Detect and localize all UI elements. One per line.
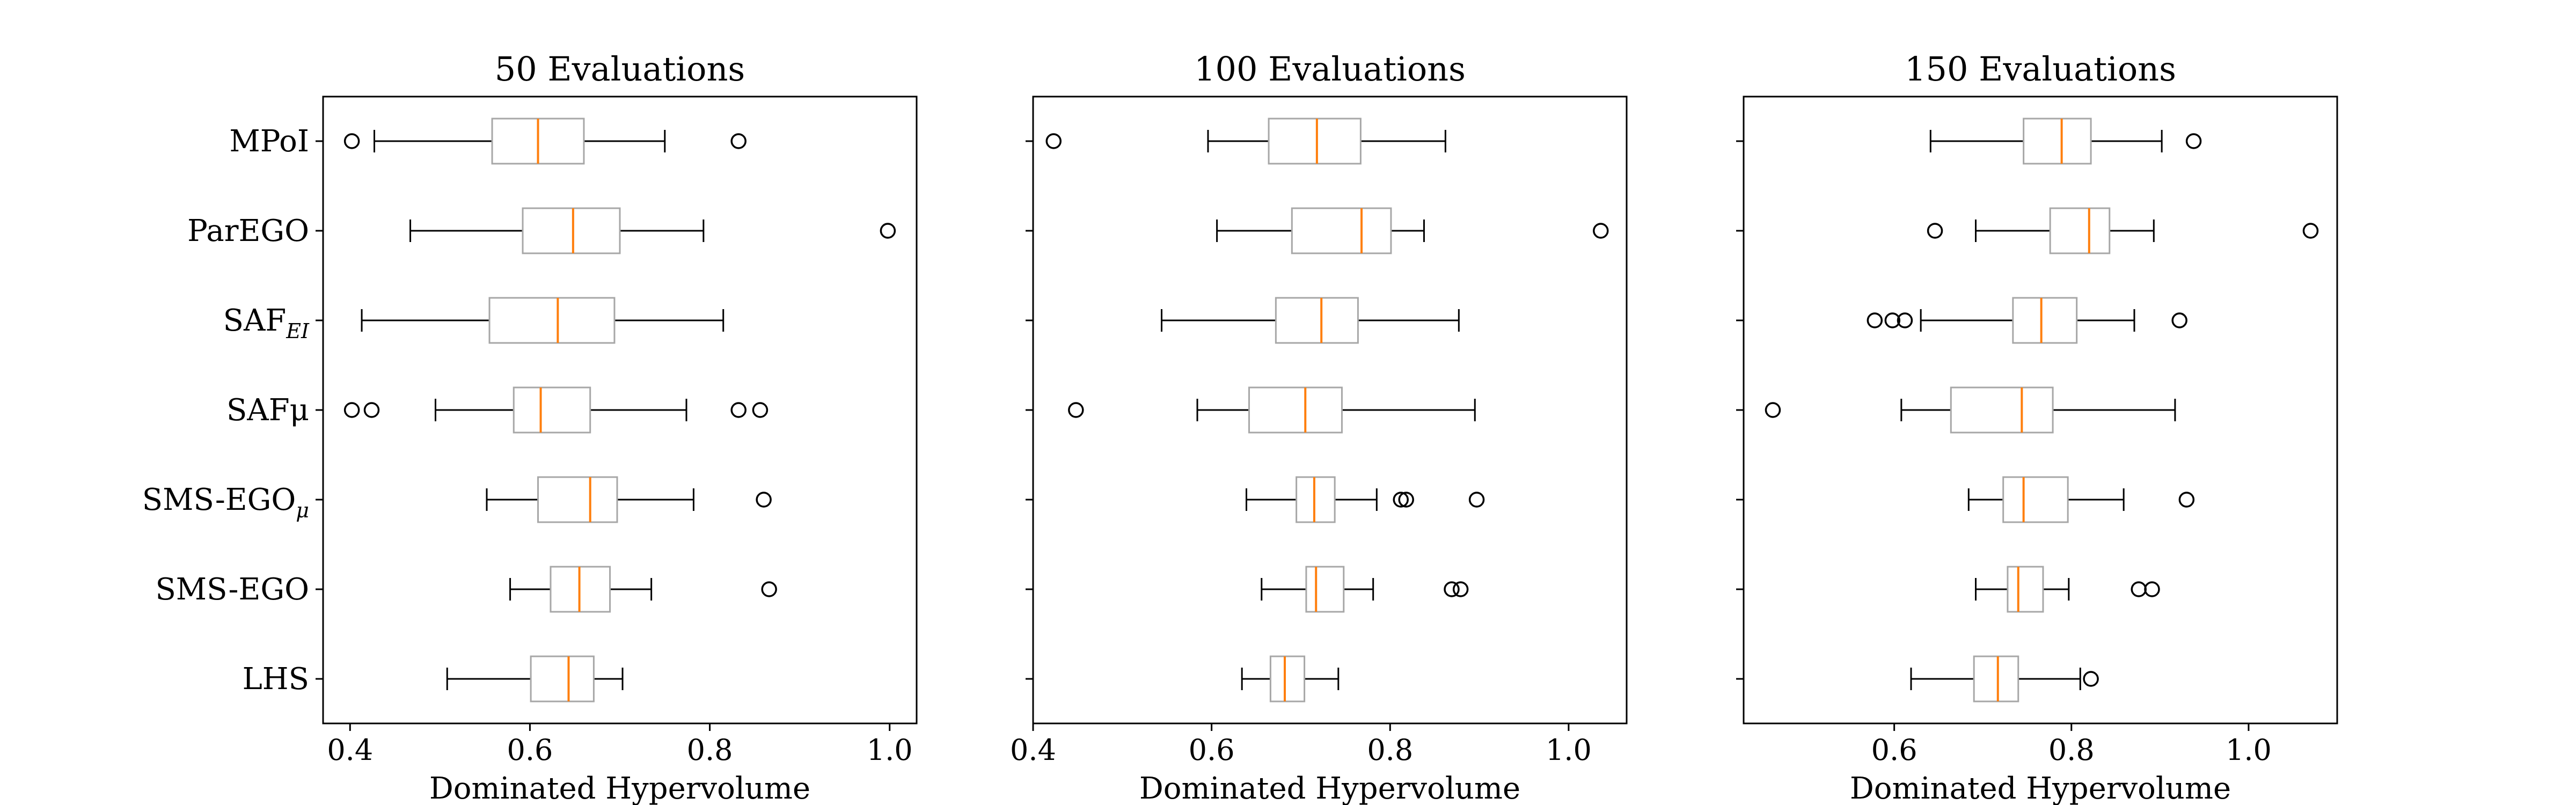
- outlier-point: [2083, 671, 2099, 687]
- outlier-point: [1765, 402, 1781, 418]
- outlier-point: [1068, 402, 1084, 418]
- x-tick-label: 0.4: [1010, 733, 1056, 767]
- iqr-box: [537, 476, 618, 523]
- outlier-point: [1884, 312, 1901, 328]
- outlier-point: [1593, 223, 1609, 239]
- x-tick-label: 1.0: [2226, 733, 2272, 767]
- iqr-box: [530, 655, 595, 702]
- outlier-point: [343, 402, 360, 418]
- axes-frame: [1743, 96, 2338, 724]
- plot-area: 0.4 0.6 0.8 1.0: [1010, 118, 1609, 767]
- panel-title: 50 Evaluations: [495, 49, 745, 89]
- outlier-point: [2302, 223, 2319, 239]
- plot-area: 0.6 0.8 1.0: [1736, 118, 2319, 767]
- iqr-box: [1950, 386, 2054, 434]
- axes-frame: [322, 96, 918, 724]
- x-tick-label: 0.8: [2048, 733, 2095, 767]
- x-axis-label: Dominated Hypervolume: [1850, 771, 2231, 805]
- outlier-point: [1045, 133, 1062, 149]
- y-tick-label: SAFμ: [226, 393, 309, 428]
- outlier-point: [761, 581, 777, 597]
- x-axis-label: Dominated Hypervolume: [429, 771, 810, 805]
- axes-frame: [1032, 96, 1628, 724]
- panel-150-evaluations: 150 Evaluations 0.6 0.8 1.0 Dominated Hype…: [1736, 49, 2338, 805]
- iqr-box: [1248, 386, 1343, 434]
- x-tick-label: 0.6: [507, 733, 553, 767]
- panel-50-evaluations: 50 Evaluations 0.4 0.6 0.8 1.0 MPoI ParEGO SAF…: [142, 49, 918, 805]
- iqr-box: [522, 207, 621, 254]
- iqr-box: [2007, 566, 2044, 613]
- x-tick-label: 0.6: [1871, 733, 1918, 767]
- outlier-point: [1444, 581, 1460, 597]
- outlier-point: [1927, 223, 1943, 239]
- outlier-point: [2185, 133, 2202, 149]
- iqr-box: [1296, 476, 1336, 523]
- outlier-point: [1867, 312, 1883, 328]
- x-tick-label: 1.0: [867, 733, 913, 767]
- iqr-box: [1291, 207, 1392, 254]
- x-tick-label: 0.4: [327, 733, 373, 767]
- iqr-box: [2049, 207, 2111, 254]
- iqr-box: [1305, 566, 1345, 613]
- outlier-point: [343, 133, 360, 149]
- iqr-box: [2002, 476, 2069, 523]
- y-tick-label: MPoI: [229, 124, 309, 159]
- outlier-point: [2178, 492, 2195, 508]
- iqr-box: [1275, 297, 1359, 344]
- outlier-point: [1393, 492, 1409, 508]
- y-tick-label: SMS-EGO: [155, 572, 309, 607]
- outlier-point: [2144, 581, 2160, 597]
- x-tick-label: 0.6: [1189, 733, 1235, 767]
- panel-title: 100 Evaluations: [1194, 49, 1466, 89]
- iqr-box: [1973, 655, 2019, 702]
- outlier-point: [880, 223, 896, 239]
- outlier-point: [730, 402, 747, 418]
- outlier-point: [756, 492, 772, 508]
- outlier-point: [2171, 312, 2187, 328]
- outlier-point: [730, 133, 747, 149]
- iqr-box: [1269, 655, 1306, 702]
- outlier-point: [1452, 581, 1469, 597]
- iqr-box: [2023, 118, 2092, 165]
- iqr-box: [1268, 118, 1362, 165]
- plot-area: 0.4 0.6 0.8 1.0 MPoI ParEGO SAFEI SAFμ SMS-EGOμ S…: [142, 118, 913, 767]
- iqr-box: [2012, 297, 2078, 344]
- x-tick-label: 1.0: [1546, 733, 1592, 767]
- outlier-point: [752, 402, 769, 418]
- y-tick-label: SAFEI: [223, 303, 310, 343]
- outlier-point: [363, 402, 380, 418]
- outlier-point: [1398, 492, 1414, 508]
- iqr-box: [488, 297, 616, 344]
- panel-100-evaluations: 100 Evaluations 0.4 0.6 0.8 1.0 Dominated H…: [1010, 49, 1628, 805]
- x-tick-label: 0.8: [1367, 733, 1413, 767]
- y-tick-label: LHS: [243, 662, 309, 697]
- iqr-box: [513, 386, 591, 434]
- x-tick-label: 0.8: [687, 733, 733, 767]
- y-tick-label: SMS-EGOμ: [142, 482, 309, 522]
- panel-title: 150 Evaluations: [1905, 49, 2176, 89]
- x-axis-label: Dominated Hypervolume: [1139, 771, 1520, 805]
- outlier-point: [1468, 492, 1485, 508]
- y-tick-label: ParEGO: [187, 214, 309, 248]
- outlier-point: [1897, 312, 1913, 328]
